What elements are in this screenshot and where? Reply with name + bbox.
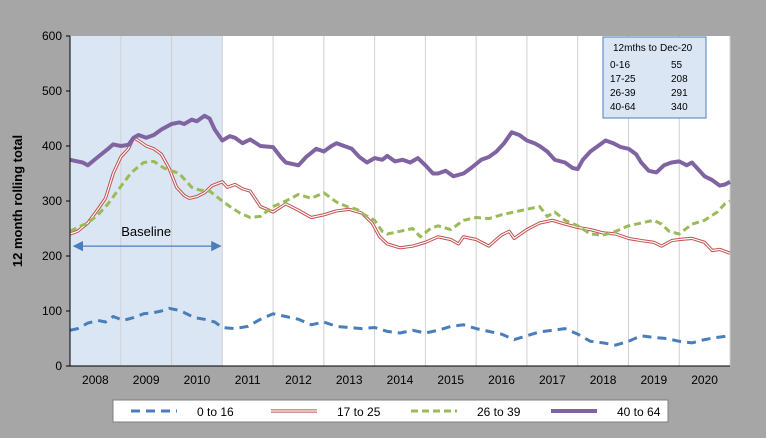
inset-row-value: 208 [671, 74, 688, 85]
y-axis-title: 12 month rolling total [10, 135, 25, 267]
x-tick-label: 2013 [336, 373, 363, 387]
inset-title-a: 12mths to [613, 43, 657, 54]
y-tick-label: 500 [42, 84, 62, 98]
x-tick-label: 2016 [488, 373, 515, 387]
annotations: Baseline [72, 224, 222, 252]
x-tick-label: 2010 [184, 373, 211, 387]
y-tick-label: 600 [42, 29, 62, 43]
inset-row-group: 17-25 [610, 74, 636, 85]
series-line-3 [69, 159, 731, 239]
inset-row-value: 340 [671, 102, 688, 113]
series-line-2-core [69, 137, 731, 254]
baseline-region [70, 36, 223, 366]
y-tick-label: 400 [42, 139, 62, 153]
inset-box: 12mths to Dec-20 0-16 55 17-25 208 26-39 291 40-… [602, 36, 707, 119]
x-tick-label: 2008 [82, 373, 109, 387]
legend-label-2: 17 to 25 [337, 405, 381, 419]
inset-row-group: 26-39 [610, 88, 636, 99]
inset-panel [602, 36, 707, 119]
x-tick-label: 2019 [640, 373, 667, 387]
inset-row-group: 0-16 [610, 60, 630, 71]
series-line-1 [69, 306, 731, 347]
baseline-label: Baseline [121, 224, 171, 239]
inset-row-value: 291 [671, 88, 688, 99]
x-tick-label: 2012 [285, 373, 312, 387]
x-tick-label: 2020 [691, 373, 718, 387]
series-line-4 [69, 113, 731, 188]
y-tick-label: 300 [42, 194, 62, 208]
inset-title-b: Dec-20 [660, 43, 693, 54]
inset-row-value: 55 [671, 60, 683, 71]
x-tick-label: 2017 [539, 373, 566, 387]
legend: 0 to 16 17 to 25 26 to 39 40 to 64 [112, 399, 669, 423]
x-tick-label: 2018 [590, 373, 617, 387]
y-tick-label: 0 [55, 359, 62, 373]
y-tick-label: 100 [42, 304, 62, 318]
legend-label-1: 0 to 16 [197, 405, 234, 419]
inset-row-group: 40-64 [610, 102, 636, 113]
series-lines [69, 113, 731, 347]
x-tick-label: 2015 [437, 373, 464, 387]
y-tick-label: 200 [42, 249, 62, 263]
x-tick-label: 2009 [133, 373, 160, 387]
x-tick-label: 2011 [235, 373, 261, 387]
legend-box [112, 399, 669, 423]
x-tick-label: 2014 [387, 373, 414, 387]
legend-label-3: 26 to 39 [477, 405, 521, 419]
axes: 0 100 200 300 400 500 600 2008 2009 2010 2011 2012 2… [42, 29, 730, 387]
legend-label-4: 40 to 64 [617, 405, 661, 419]
